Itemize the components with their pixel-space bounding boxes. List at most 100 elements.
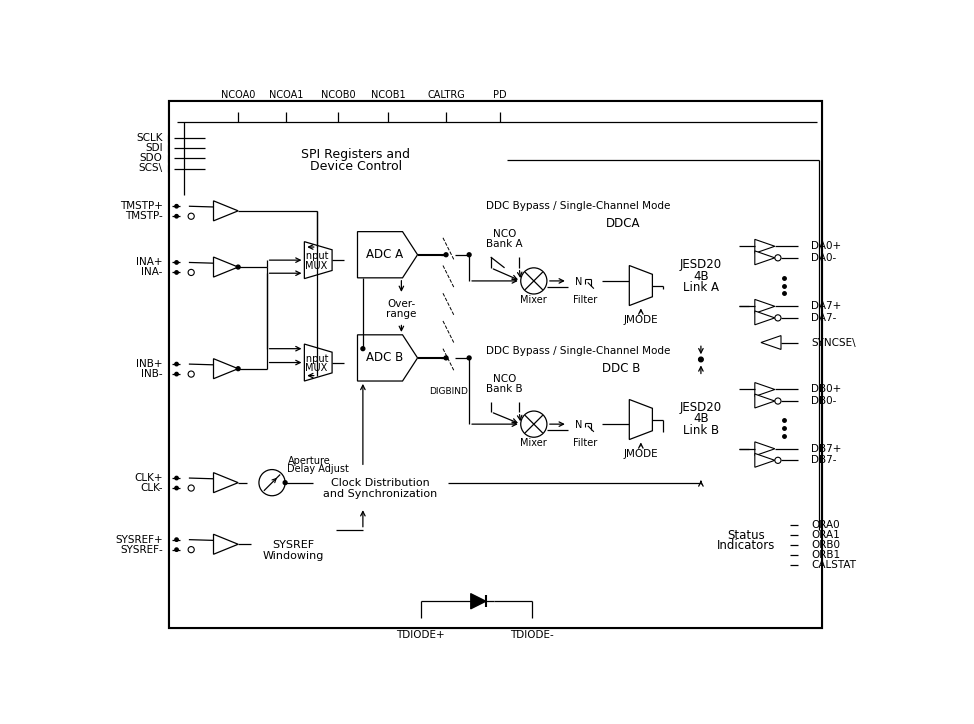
Text: Input: Input xyxy=(303,251,328,261)
Circle shape xyxy=(775,398,781,404)
Circle shape xyxy=(175,271,178,274)
Polygon shape xyxy=(213,257,239,277)
Bar xyxy=(799,531,805,539)
Text: Bank B: Bank B xyxy=(486,384,523,394)
Text: Over-: Over- xyxy=(388,299,416,309)
Bar xyxy=(180,212,189,220)
Bar xyxy=(180,361,189,368)
Text: DB0-: DB0- xyxy=(811,396,837,406)
Bar xyxy=(169,259,175,266)
Polygon shape xyxy=(755,251,775,265)
Text: Input: Input xyxy=(303,354,328,363)
Bar xyxy=(568,268,602,294)
Polygon shape xyxy=(761,336,781,350)
Bar xyxy=(169,213,175,219)
Text: MUX: MUX xyxy=(305,261,327,271)
Circle shape xyxy=(175,205,178,208)
Polygon shape xyxy=(629,400,653,439)
Text: Filter: Filter xyxy=(573,439,597,448)
Circle shape xyxy=(444,253,448,257)
Polygon shape xyxy=(755,240,775,253)
Bar xyxy=(469,213,645,337)
Text: Link A: Link A xyxy=(683,282,719,295)
Text: NCO: NCO xyxy=(493,229,516,239)
Circle shape xyxy=(188,547,194,552)
Bar xyxy=(235,104,242,112)
Text: SYNCSE\: SYNCSE\ xyxy=(811,337,855,348)
Text: N: N xyxy=(575,277,582,287)
Circle shape xyxy=(283,481,287,484)
Text: DB7+: DB7+ xyxy=(811,444,842,454)
Bar xyxy=(799,562,805,568)
Text: Status: Status xyxy=(727,529,765,542)
Bar xyxy=(206,127,506,195)
Bar xyxy=(169,547,175,552)
Text: Filter: Filter xyxy=(573,295,597,306)
Text: TMSTP-: TMSTP- xyxy=(125,211,163,222)
Bar xyxy=(529,618,536,626)
Text: ADC A: ADC A xyxy=(366,248,403,261)
Bar xyxy=(180,269,189,277)
Bar xyxy=(799,397,805,405)
Bar xyxy=(251,530,336,568)
Bar xyxy=(169,203,175,209)
Text: MUX: MUX xyxy=(305,363,327,373)
Bar xyxy=(334,104,342,112)
Bar xyxy=(180,484,189,492)
Text: NCOA0: NCOA0 xyxy=(221,90,255,101)
Bar xyxy=(282,104,289,112)
Polygon shape xyxy=(755,453,775,467)
Bar xyxy=(169,485,175,491)
Text: and Synchronization: and Synchronization xyxy=(323,489,437,500)
Circle shape xyxy=(237,367,240,371)
Bar xyxy=(799,339,805,346)
Text: TDIODE-: TDIODE- xyxy=(510,630,554,640)
Circle shape xyxy=(237,265,240,269)
Text: JMODE: JMODE xyxy=(623,315,658,325)
Bar xyxy=(441,232,455,382)
Bar xyxy=(799,243,805,250)
Text: ADC B: ADC B xyxy=(366,351,403,364)
Bar xyxy=(469,358,645,481)
Bar xyxy=(169,135,174,142)
Circle shape xyxy=(468,356,471,360)
Text: Delay Adjust: Delay Adjust xyxy=(287,464,350,473)
Polygon shape xyxy=(213,201,239,221)
Text: DA7+: DA7+ xyxy=(811,301,842,311)
Circle shape xyxy=(775,315,781,321)
Text: NCOB0: NCOB0 xyxy=(320,90,356,101)
Text: JESD20: JESD20 xyxy=(680,258,722,272)
Circle shape xyxy=(175,261,178,264)
Bar xyxy=(385,104,393,112)
Bar xyxy=(799,552,805,558)
Bar xyxy=(180,474,189,482)
Polygon shape xyxy=(629,266,653,306)
Bar xyxy=(169,536,175,543)
Text: ORA0: ORA0 xyxy=(811,520,840,530)
Polygon shape xyxy=(755,442,775,455)
Circle shape xyxy=(188,213,194,219)
Text: SPI Registers and: SPI Registers and xyxy=(302,148,410,161)
Text: INB+: INB+ xyxy=(136,359,163,369)
Text: DA0-: DA0- xyxy=(811,253,837,263)
Bar xyxy=(799,254,805,261)
Text: Link B: Link B xyxy=(683,424,719,437)
Text: Device Control: Device Control xyxy=(310,160,402,173)
Bar xyxy=(169,361,175,367)
Text: DDC Bypass / Single-Channel Mode: DDC Bypass / Single-Channel Mode xyxy=(486,346,671,356)
Text: DA0+: DA0+ xyxy=(811,241,842,251)
Polygon shape xyxy=(304,242,332,279)
Text: DDC B: DDC B xyxy=(603,362,641,375)
Circle shape xyxy=(468,253,471,257)
Circle shape xyxy=(188,269,194,276)
Text: CALTRG: CALTRG xyxy=(428,90,465,101)
Circle shape xyxy=(444,356,448,360)
Circle shape xyxy=(361,347,365,350)
Circle shape xyxy=(188,485,194,491)
Bar xyxy=(180,546,189,554)
Text: TDIODE+: TDIODE+ xyxy=(396,630,445,640)
Text: JMODE: JMODE xyxy=(623,449,658,459)
Text: TMSTP+: TMSTP+ xyxy=(120,201,163,211)
Bar xyxy=(169,371,175,377)
Text: Mixer: Mixer xyxy=(520,295,547,306)
